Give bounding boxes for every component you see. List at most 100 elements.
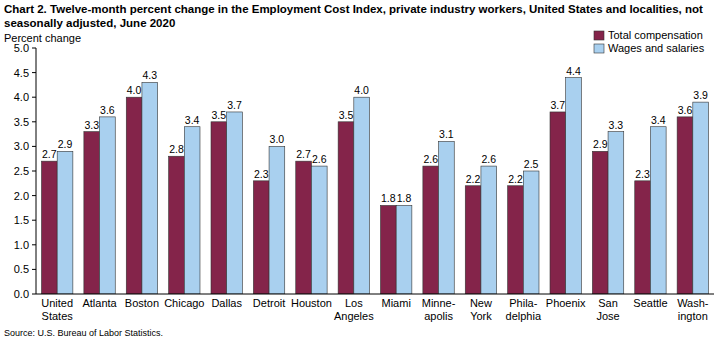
- legend-label: Total compensation: [608, 29, 703, 41]
- tick-mark: [32, 72, 36, 73]
- tick-label: 4.0: [14, 91, 29, 103]
- data-label: 3.1: [439, 128, 454, 140]
- tick-label: 3.0: [14, 140, 29, 152]
- data-label: 4.0: [354, 84, 369, 96]
- data-label: 2.5: [524, 158, 539, 170]
- category-label-line: Angeles: [334, 310, 374, 322]
- bar: [608, 132, 624, 294]
- bar: [381, 205, 397, 294]
- bar: [508, 186, 524, 294]
- tick-label: 2.5: [14, 165, 29, 177]
- tick-label: 3.5: [14, 116, 29, 128]
- tick-mark: [32, 220, 36, 221]
- category-label-line: Wash-: [677, 297, 709, 309]
- data-label: 4.4: [566, 65, 581, 77]
- data-label: 2.3: [635, 168, 650, 180]
- data-label: 2.6: [481, 153, 496, 165]
- data-label: 3.3: [84, 119, 99, 131]
- bar: [439, 141, 455, 294]
- bar: [523, 171, 539, 294]
- data-label: 3.9: [693, 89, 708, 101]
- bar: [481, 166, 497, 294]
- category-label-line: Jose: [596, 310, 619, 322]
- page: {"chart_data": { "type": "bar", "title":…: [0, 0, 720, 340]
- bar: [566, 78, 582, 294]
- category-label: Boston: [125, 297, 159, 309]
- tick-mark: [32, 146, 36, 147]
- category-label-line: Atlanta: [82, 297, 117, 309]
- title-line: Chart 2. Twelve-month percent change in …: [4, 3, 703, 15]
- bar: [169, 156, 185, 294]
- data-label: 2.6: [312, 153, 327, 165]
- category-label: Miami: [382, 297, 411, 309]
- bar: [84, 132, 100, 294]
- bar: [100, 117, 116, 294]
- source: Source: U.S. Bureau of Labor Statistics.: [4, 328, 163, 338]
- category-label: Wash-ington: [677, 297, 709, 322]
- bar: [650, 127, 666, 294]
- title-line: seasonally adjusted, June 2020: [4, 17, 175, 29]
- tick-mark: [32, 244, 36, 245]
- category-label: Chicago: [164, 297, 204, 309]
- tick-mark: [32, 171, 36, 172]
- category-label-line: ington: [678, 310, 708, 322]
- bar: [677, 117, 693, 294]
- data-label: 2.2: [508, 173, 523, 185]
- bar: [269, 146, 285, 294]
- bar: [184, 127, 200, 294]
- category-label-line: Miami: [382, 297, 411, 309]
- category-label: Houston: [291, 297, 332, 309]
- y-axis: 0.00.51.01.52.02.53.03.54.04.55.0: [14, 42, 36, 300]
- x-axis-line: [36, 294, 714, 295]
- chart: Chart 2. Twelve-month percent change in …: [0, 0, 720, 340]
- bars: [42, 78, 709, 294]
- category-label: SanJose: [596, 297, 619, 322]
- data-label: 2.3: [254, 168, 269, 180]
- tick-label: 2.0: [14, 190, 29, 202]
- tick-label: 5.0: [14, 42, 29, 54]
- category-label-line: Minne-: [422, 297, 456, 309]
- category-label: Phila-delphia: [506, 297, 542, 322]
- category-label: Detroit: [253, 297, 285, 309]
- data-label: 3.7: [551, 99, 566, 111]
- tick-mark: [32, 294, 36, 295]
- category-label: Minne-apolis: [422, 297, 456, 322]
- legend: Total compensationWages and salaries: [594, 29, 705, 54]
- category-label-line: Chicago: [164, 297, 204, 309]
- bar: [311, 166, 327, 294]
- data-label: 3.4: [185, 114, 200, 126]
- data-label: 2.2: [466, 173, 481, 185]
- category-label-line: apolis: [424, 310, 453, 322]
- data-label: 2.7: [296, 148, 311, 160]
- y-axis-line: [36, 48, 37, 294]
- data-label: 1.8: [381, 192, 396, 204]
- category-label-line: York: [470, 310, 492, 322]
- legend-swatch: [594, 44, 604, 53]
- category-label: Dallas: [211, 297, 242, 309]
- category-label: Phoenix: [546, 297, 586, 309]
- legend-label: Wages and salaries: [608, 42, 705, 54]
- category-label-line: Phila-: [509, 297, 537, 309]
- tick-label: 1.5: [14, 214, 29, 226]
- data-label: 3.6: [100, 104, 115, 116]
- bar: [296, 161, 312, 294]
- category-label: Atlanta: [82, 297, 117, 309]
- tick-label: 0.0: [14, 288, 29, 300]
- data-label: 3.6: [678, 104, 693, 116]
- tick-label: 0.5: [14, 263, 29, 275]
- data-label: 2.6: [423, 153, 438, 165]
- bar: [211, 122, 227, 294]
- bar: [396, 205, 412, 294]
- data-label: 3.5: [212, 109, 227, 121]
- tick-mark: [32, 97, 36, 98]
- bar: [57, 151, 73, 294]
- category-label-line: Houston: [291, 297, 332, 309]
- category-label: LosAngeles: [334, 297, 374, 322]
- category-label-line: Dallas: [211, 297, 242, 309]
- tick-mark: [32, 195, 36, 196]
- category-label-line: Seattle: [633, 297, 667, 309]
- title: Chart 2. Twelve-month percent change in …: [4, 3, 703, 29]
- bar: [42, 161, 58, 294]
- x-axis: UnitedStatesAtlantaBostonChicagoDallasDe…: [41, 297, 709, 322]
- tick-mark: [32, 48, 36, 49]
